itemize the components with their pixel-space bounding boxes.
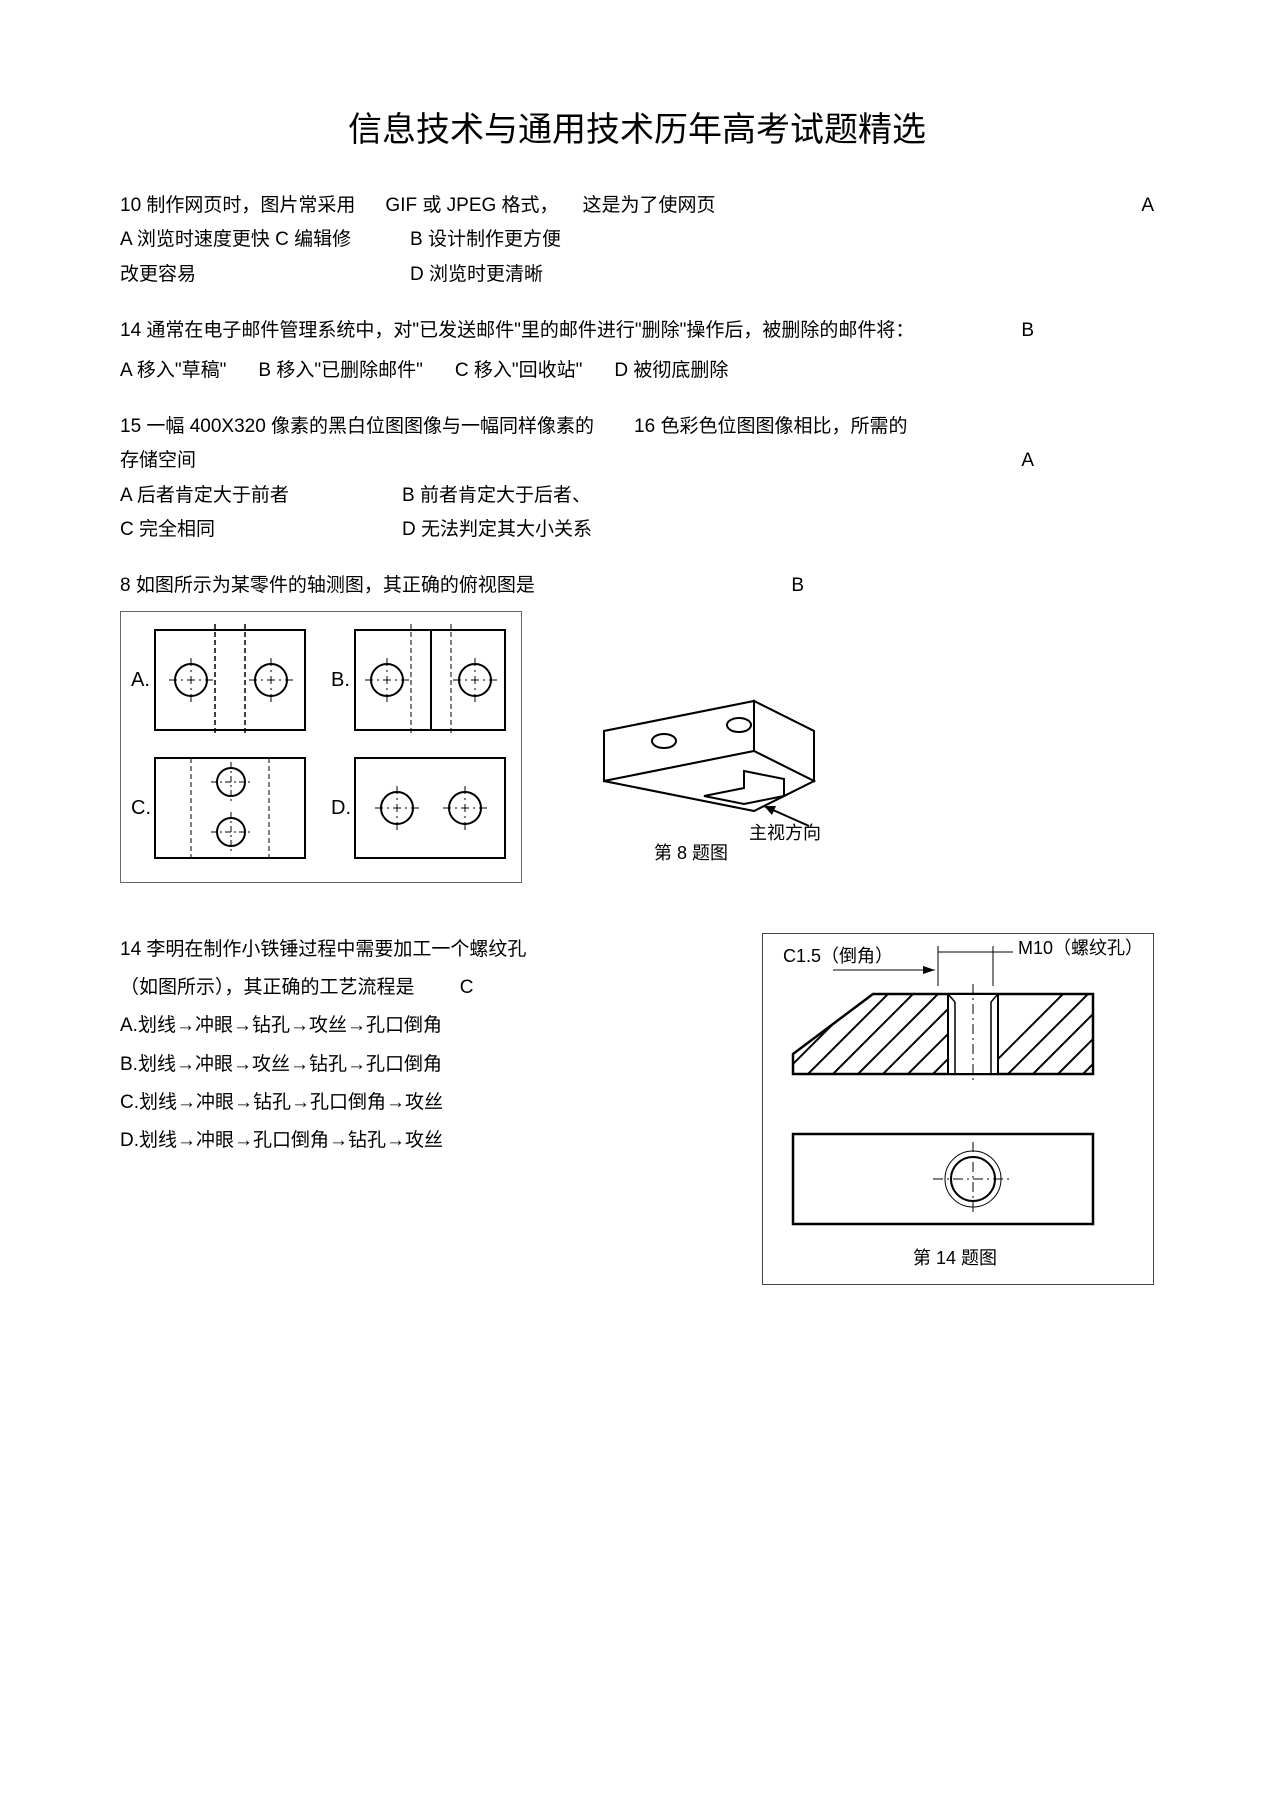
q8-text: 8 如图所示为某零件的轴测图，其正确的俯视图是 — [120, 569, 535, 603]
q10-opt-a2: 改更容易 — [120, 258, 410, 292]
svg-text:D.: D. — [331, 797, 351, 819]
q15-line2: 存储空间 — [120, 444, 196, 478]
svg-text:A.: A. — [131, 669, 150, 691]
q10-text-c: 这是为了使网页 — [583, 189, 716, 223]
svg-text:C.: C. — [131, 797, 151, 819]
svg-text:主视方向: 主视方向 — [749, 823, 821, 843]
q14a-opt-b: B 移入"已删除邮件" — [258, 354, 422, 388]
q10-text-b: GIF 或 JPEG 格式， — [385, 189, 558, 223]
q14b-opt-d: D.划线→冲眼→孔口倒角→钻孔→攻丝 — [120, 1124, 732, 1158]
q8-iso-svg: 主视方向 第 8 题图 — [534, 611, 854, 861]
q15-opt-d: D 无法判定其大小关系 — [402, 513, 592, 547]
svg-text:第 14 题图: 第 14 题图 — [913, 1248, 997, 1268]
q15-answer: A — [981, 444, 1154, 478]
q14b-opt-b: B.划线→冲眼→攻丝→钻孔→孔口倒角 — [120, 1048, 732, 1082]
svg-text:B.: B. — [331, 669, 350, 691]
q14a-opt-a: A 移入"草稿" — [120, 354, 226, 388]
q15-opt-a: A 后者肯定大于前者 — [120, 479, 370, 513]
q14b-line1: 14 李明在制作小铁锤过程中需要加工一个螺纹孔 — [120, 939, 526, 960]
svg-text:M10（螺纹孔）: M10（螺纹孔） — [1018, 938, 1143, 958]
q8-figures: A. B. — [120, 611, 1154, 883]
q10-opt-d: D 浏览时更清晰 — [410, 258, 543, 292]
q14b-opt-c: C.划线→冲眼→钻孔→孔口倒角→攻丝 — [120, 1086, 732, 1120]
q14b-answer: C — [460, 971, 474, 1005]
q14b-opt-a: A.划线→冲眼→钻孔→攻丝→孔口倒角 — [120, 1009, 732, 1043]
q14a-opt-d: D 被彻底删除 — [614, 354, 728, 388]
q8-answer: B — [751, 569, 1154, 603]
q14b-line2: （如图所示），其正确的工艺流程是 — [120, 977, 415, 998]
q10-answer: A — [1101, 189, 1154, 223]
page-title: 信息技术与通用技术历年高考试题精选 — [120, 100, 1154, 161]
q14a-opt-c: C 移入"回收站" — [455, 354, 583, 388]
question-8: 8 如图所示为某零件的轴测图，其正确的俯视图是 B — [120, 569, 1154, 603]
q14a-text: 14 通常在电子邮件管理系统中，对"已发送邮件"里的邮件进行"删除"操作后，被删… — [120, 320, 914, 341]
q10-text-a: 10 制作网页时，图片常采用 — [120, 189, 355, 223]
q14a-answer: B — [981, 314, 1034, 348]
q15-opt-b: B 前者肯定大于后者、 — [402, 479, 591, 513]
q15-line1: 15 一幅 400X320 像素的黑白位图图像与一幅同样像素的 — [120, 410, 594, 444]
q10-opt-a: A 浏览时速度更快 C 编辑修 — [120, 223, 410, 257]
q8-options-svg: A. B. — [121, 612, 521, 882]
question-14-email: 14 通常在电子邮件管理系统中，对"已发送邮件"里的邮件进行"删除"操作后，被删… — [120, 314, 1154, 388]
question-15: 15 一幅 400X320 像素的黑白位图图像与一幅同样像素的 16 色彩色位图… — [120, 410, 1154, 547]
q15-line1b: 16 色彩色位图图像相比，所需的 — [634, 410, 907, 444]
question-10: 10 制作网页时，图片常采用 GIF 或 JPEG 格式， 这是为了使网页 A … — [120, 189, 1154, 292]
svg-text:第 8 题图: 第 8 题图 — [654, 843, 728, 861]
svg-text:C1.5（倒角）: C1.5（倒角） — [783, 946, 893, 966]
q14b-figure: C1.5（倒角） M10（螺纹孔） — [763, 934, 1153, 1284]
q15-opt-c: C 完全相同 — [120, 513, 370, 547]
question-14-process: 14 李明在制作小铁锤过程中需要加工一个螺纹孔 （如图所示），其正确的工艺流程是… — [120, 933, 1154, 1285]
q10-opt-b: B 设计制作更方便 — [410, 223, 561, 257]
